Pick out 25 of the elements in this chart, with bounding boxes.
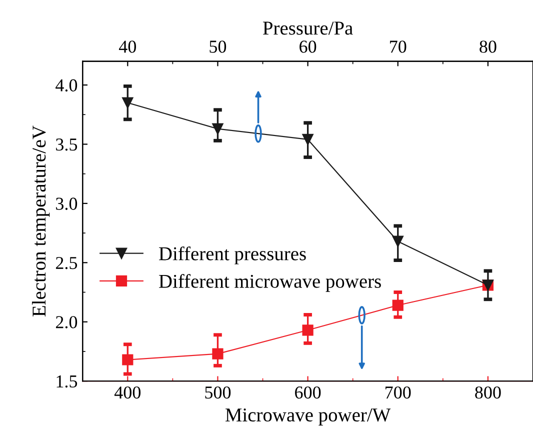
legend-label: Different microwave powers (159, 274, 381, 292)
point (392, 300, 404, 311)
x-tick-label: 400 (114, 386, 141, 399)
point (212, 348, 224, 360)
x2-tick-label: 60 (300, 40, 316, 53)
legend-label: Different pressures (159, 246, 306, 264)
y-tick-label: 3.5 (56, 138, 78, 151)
x-tick-label: 800 (475, 386, 501, 399)
x2-tick-label: 80 (480, 40, 496, 53)
x-tick-label: 700 (386, 386, 411, 399)
y-tick-label: 1.5 (56, 375, 78, 388)
point (302, 324, 314, 336)
y-tick-label: 3.0 (56, 198, 78, 210)
x2-tick-label: 40 (118, 40, 136, 53)
x2-tick-label: 50 (210, 40, 226, 53)
y-axis-title: Electron temperature/eV (32, 126, 50, 316)
x2-tick-label: 70 (390, 40, 406, 53)
y-tick-label: 2.5 (56, 256, 78, 270)
x-tick-label: 600 (295, 386, 321, 399)
x-axis-title: Microwave power/W (225, 408, 391, 426)
x2-axis-title: Pressure/Pa (263, 22, 353, 35)
y-tick-label: 4.0 (56, 79, 78, 92)
x-tick-label: 500 (205, 386, 231, 399)
y-tick-label: 2.0 (56, 316, 78, 328)
point (122, 354, 134, 366)
